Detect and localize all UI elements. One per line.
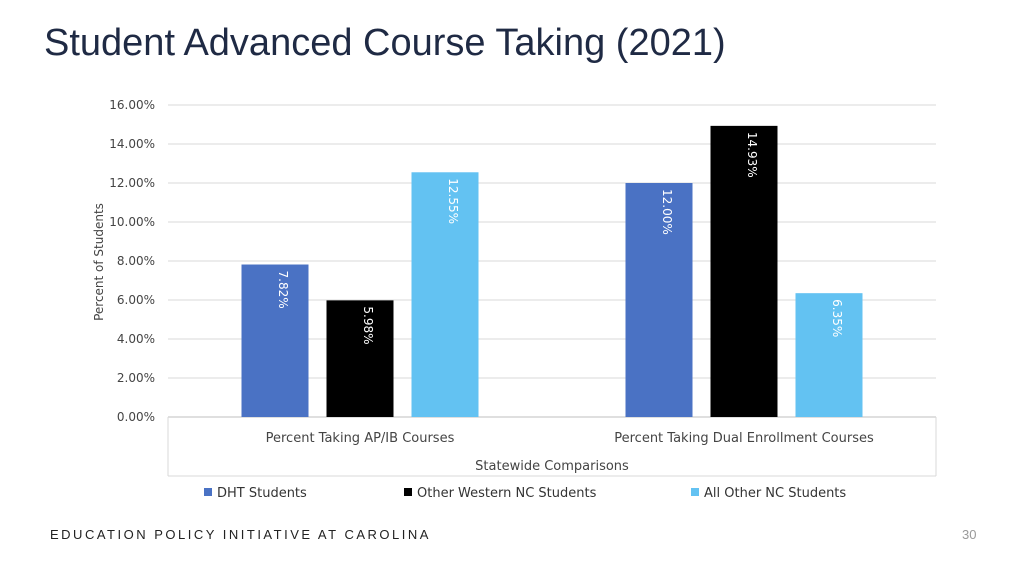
bar [411,172,479,417]
bar [795,293,863,417]
bars: 7.82% 5.98% 12.55% 12.00% 14.93% 6.35% [241,125,863,418]
y-axis-ticks: 0.00% 2.00% 4.00% 6.00% 8.00% 10.00% 12.00% 14.… [109,98,155,424]
y-tick-label: 12.00% [109,176,155,190]
legend-swatch [404,488,412,496]
bar [326,300,394,417]
legend: DHT Students Other Western NC Students All… [204,486,846,501]
slide-title: Student Advanced Course Taking (2021) [44,22,726,64]
data-label: 7.82% [276,271,290,309]
data-label: 14.93% [745,132,759,178]
legend-label: Other Western NC Students [417,486,597,501]
bar [710,125,778,418]
data-label: 12.55% [446,178,460,224]
y-tick-label: 0.00% [117,410,155,424]
legend-label: DHT Students [217,486,307,501]
bar [241,264,309,417]
data-label: 12.00% [660,189,674,235]
page-number: 30 [962,527,977,542]
legend-swatch [204,488,212,496]
y-axis-label: Percent of Students [92,203,106,321]
y-tick-label: 10.00% [109,215,155,229]
data-label: 6.35% [830,299,844,337]
y-tick-label: 14.00% [109,137,155,151]
y-tick-label: 8.00% [117,254,155,268]
category-label: Percent Taking Dual Enrollment Courses [614,431,874,446]
footer-text: EDUCATION POLICY INITIATIVE AT CAROLINA [50,527,431,542]
category-labels: Percent Taking AP/IB Courses Percent Taki… [266,431,874,446]
y-tick-label: 2.00% [117,371,155,385]
bar [625,183,693,417]
y-tick-label: 16.00% [109,98,155,112]
legend-label: All Other NC Students [704,486,846,501]
data-label: 5.98% [361,306,375,344]
x-axis-label: Statewide Comparisons [475,459,629,474]
category-label: Percent Taking AP/IB Courses [266,431,455,446]
y-tick-label: 6.00% [117,293,155,307]
y-tick-label: 4.00% [117,332,155,346]
legend-swatch [691,488,699,496]
